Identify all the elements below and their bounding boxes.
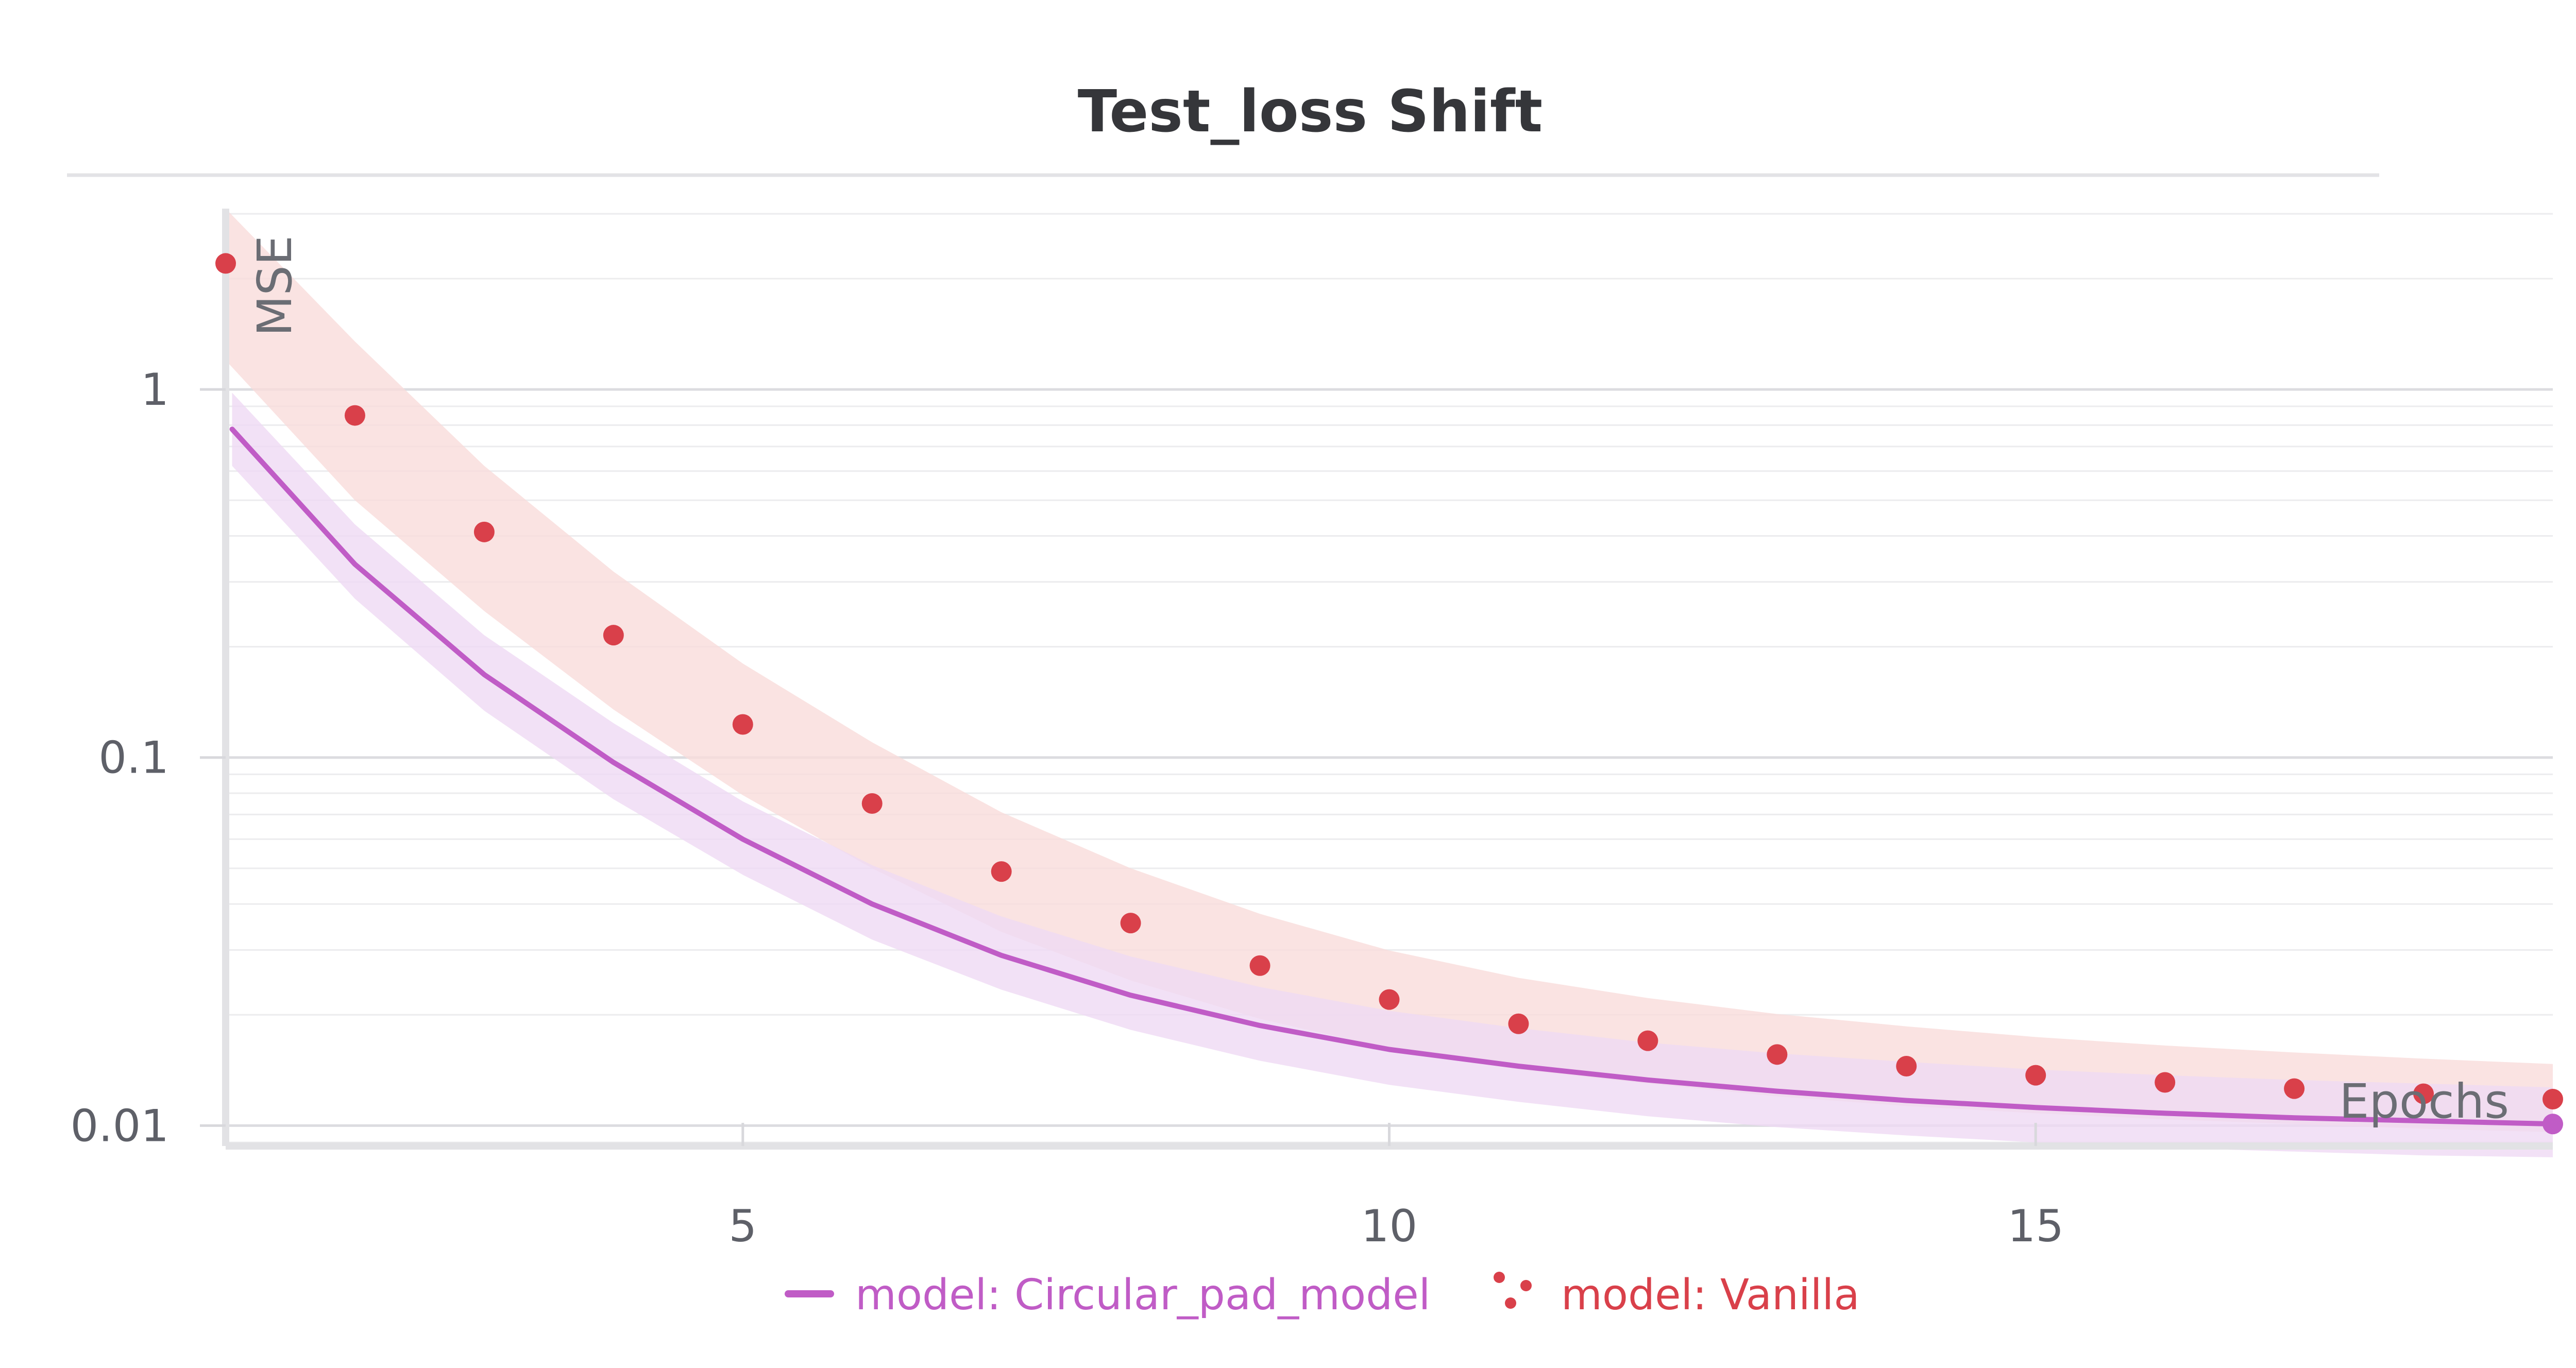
data-point-model-vanilla <box>1508 1013 1529 1034</box>
data-point-model-vanilla <box>732 714 753 735</box>
data-point-model-vanilla <box>1637 1030 1658 1051</box>
data-point-model-vanilla <box>1896 1056 1917 1077</box>
data-point-model-vanilla <box>2543 1088 2563 1109</box>
data-point-model-vanilla <box>1767 1044 1788 1065</box>
x-tick-label: 15 <box>2008 1201 2064 1252</box>
data-point-model-vanilla <box>1379 989 1400 1010</box>
data-point-model-vanilla <box>2284 1078 2305 1099</box>
data-point-model-vanilla <box>1120 913 1141 934</box>
y-axis-title: MSE <box>247 235 302 336</box>
series <box>215 253 2563 1135</box>
data-point-model-vanilla <box>215 253 236 274</box>
data-point-model-vanilla <box>603 625 624 646</box>
series-endpoint-model-circular-pad-model <box>2543 1114 2563 1135</box>
band-model-circular-pad-model <box>232 392 2553 1157</box>
data-point-model-vanilla <box>2025 1065 2046 1086</box>
data-point-model-vanilla <box>2155 1072 2176 1093</box>
legend-swatch-dot <box>1520 1280 1532 1291</box>
x-tick-label: 10 <box>1361 1201 1417 1252</box>
legend-label-circular-pad-model: model: Circular_pad_model <box>855 1271 1430 1320</box>
x-tick-label: 5 <box>728 1201 757 1252</box>
legend-label-vanilla: model: Vanilla <box>1561 1271 1860 1320</box>
y-tick-label: 0.01 <box>71 1100 169 1152</box>
data-point-model-vanilla <box>1249 955 1270 976</box>
y-tick-label: 1 <box>141 364 169 416</box>
legend-swatch-dot <box>1494 1272 1505 1283</box>
x-axis-title: Epochs <box>2339 1074 2509 1129</box>
legend-swatch-dot <box>1505 1297 1516 1309</box>
data-point-model-vanilla <box>861 793 883 814</box>
axes: 1 0.1 0.01 5 10 15 <box>71 209 2553 1252</box>
y-tick-label: 0.1 <box>98 732 169 784</box>
data-point-model-vanilla <box>991 861 1012 882</box>
data-point-model-vanilla <box>473 521 495 542</box>
series-line-model-circular-pad-model <box>229 426 2555 1127</box>
data-point-model-vanilla <box>344 405 365 426</box>
chart-title: Test_loss Shift <box>1078 78 1543 145</box>
legend: model: Circular_pad_model model: Vanilla <box>785 1271 1860 1320</box>
confidence-bands <box>226 209 2553 1157</box>
band-model-vanilla <box>226 209 2553 1132</box>
data-point-model-vanilla <box>2413 1083 2434 1104</box>
